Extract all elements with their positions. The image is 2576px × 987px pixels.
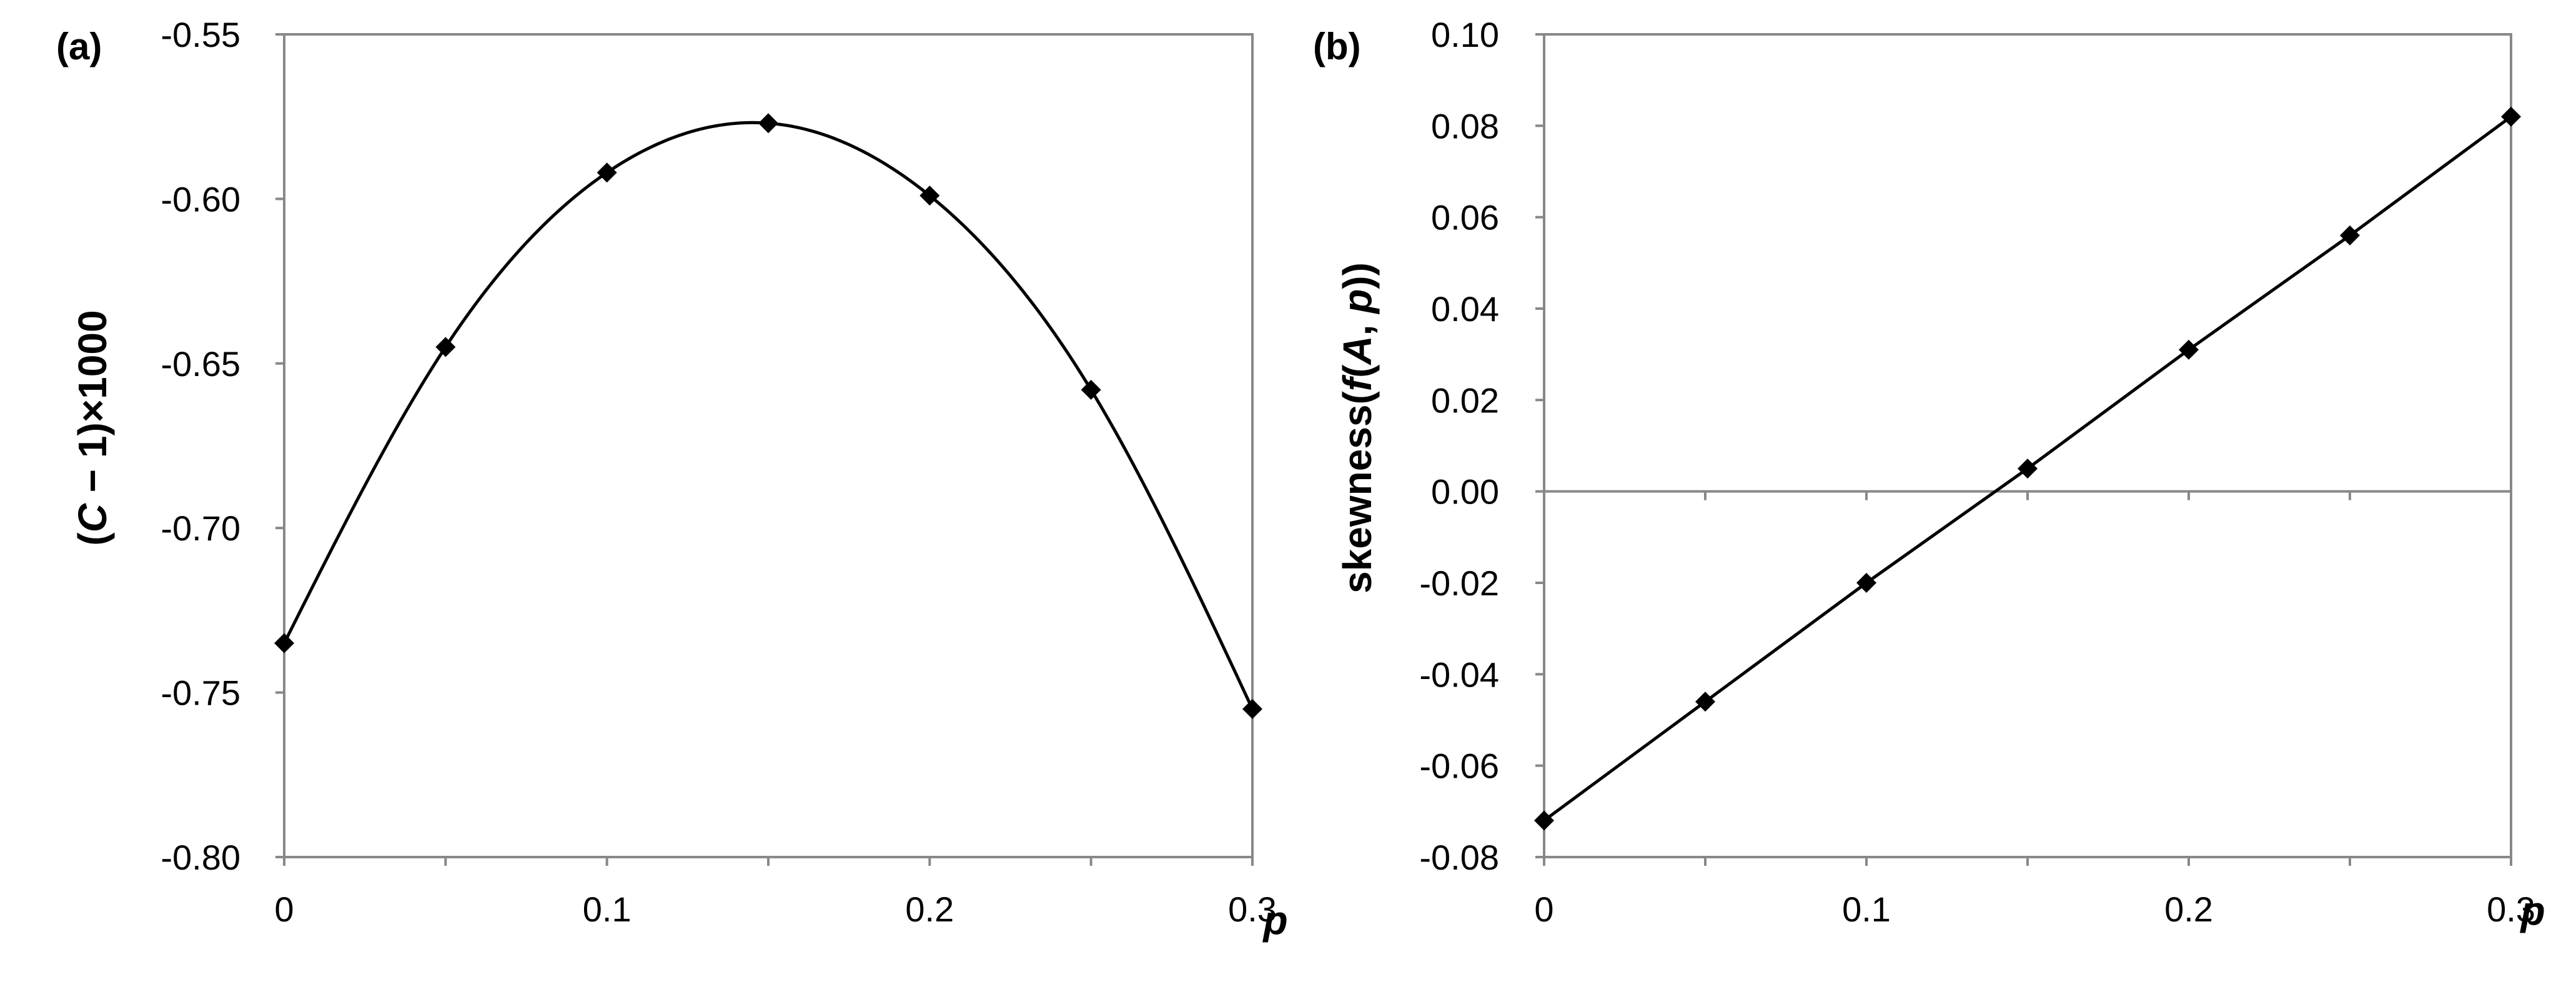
panel-a-plot-frame — [283, 33, 1254, 858]
panel-b-ytick-label: -0.08 — [1419, 838, 1499, 877]
panel-b-ytick-label: 0.04 — [1431, 289, 1499, 329]
panel-a-xlabel: p — [1262, 898, 1287, 943]
panel-b-ytick-label: 0.00 — [1431, 472, 1499, 512]
panel-a-series-line — [282, 121, 1254, 710]
panel-b-ytick-label: 0.08 — [1431, 106, 1499, 146]
panel-b: (b) skewness(f(A, p)) p 0.100.080.060.04… — [1313, 15, 2545, 933]
panel-a-data-point — [274, 633, 294, 653]
panel-b-data-point — [1856, 573, 1876, 593]
panel-b-ytick-label: 0.06 — [1431, 198, 1499, 237]
panel-a-ytick-label: -0.60 — [161, 179, 240, 219]
panel-a-data-point — [1081, 379, 1101, 400]
panel-b-data-point — [2179, 339, 2199, 360]
panel-a-ytick-label: -0.70 — [161, 508, 240, 548]
panel-a-ytick-label: -0.75 — [161, 673, 240, 713]
panel-a-xtick-label: 0.1 — [583, 890, 632, 929]
panel-a-ytick-label: -0.65 — [161, 344, 240, 384]
panel-a-ytick-label: -0.80 — [161, 838, 240, 877]
panel-a-data-point — [597, 162, 617, 183]
panel-b-data-point — [2340, 225, 2360, 246]
panel-a-xtick-label: 0.3 — [1228, 890, 1277, 929]
panel-a-xtick-label: 0.2 — [905, 890, 954, 929]
panel-b-xtick-label: 0.2 — [2164, 890, 2213, 929]
panel-a-label: (a) — [56, 26, 102, 67]
panel-b-plot-area: 0.100.080.060.040.020.00-0.02-0.04-0.06-… — [1419, 15, 2535, 929]
panel-a-xtick-label: 0 — [274, 890, 294, 929]
panel-a-ytick-label: -0.55 — [161, 15, 240, 54]
panel-a: (a) (C − 1)×1000 p -0.55-0.60-0.65-0.70-… — [56, 15, 1288, 943]
panel-a-data-point — [435, 337, 456, 357]
panel-b-ytick-label: -0.02 — [1419, 563, 1499, 603]
panel-b-data-point — [1534, 810, 1554, 831]
panel-b-ytick-label: 0.10 — [1431, 15, 1499, 54]
panel-b-label: (b) — [1313, 26, 1361, 67]
panel-b-ylabel: skewness(f(A, p)) — [1335, 262, 1380, 593]
panel-a-data-point — [919, 186, 940, 206]
panel-a-data-point — [758, 113, 778, 134]
panel-a-data-point — [1242, 698, 1262, 719]
panel-a-plot-area: -0.55 -0.60 -0.65 -0.70 -0.75 -0.80 0 0.1 0.2 0.3 — [161, 15, 1277, 929]
panel-b-ytick-label: 0.02 — [1431, 380, 1499, 420]
panel-b-xlabel: p — [2519, 888, 2545, 933]
panel-b-xtick-label: 0.3 — [2487, 890, 2535, 929]
panel-a-ylabel: (C − 1)×1000 — [70, 310, 115, 545]
panel-b-data-point — [2018, 459, 2038, 479]
panel-b-ytick-label: -0.06 — [1419, 746, 1499, 786]
panel-b-data-point — [2501, 106, 2521, 127]
panel-b-data-point — [1695, 692, 1715, 712]
panel-b-ytick-label: -0.04 — [1419, 655, 1499, 694]
panel-b-plot-frame — [1543, 33, 2512, 858]
panel-b-xtick-label: 0 — [1534, 890, 1553, 929]
panel-b-xtick-label: 0.1 — [1842, 890, 1891, 929]
